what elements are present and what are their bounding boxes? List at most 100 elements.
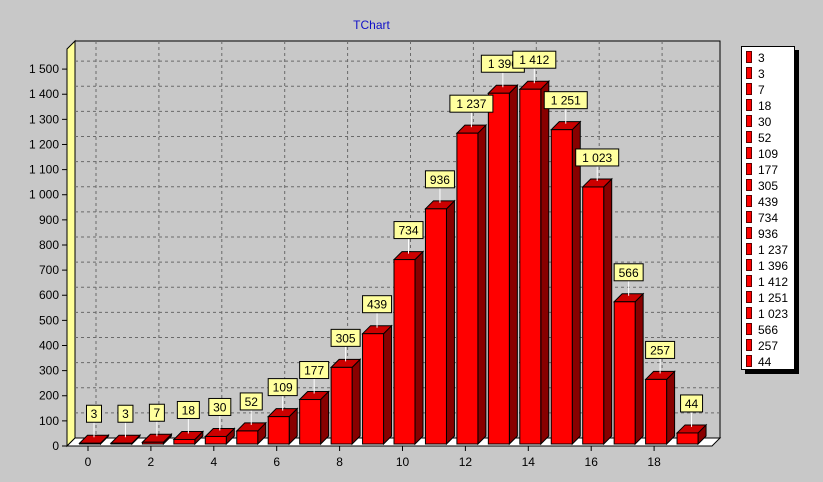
data-label-box <box>424 170 455 189</box>
y-tick-label: 900 <box>39 213 59 227</box>
bar <box>299 399 322 445</box>
y-tick-label: 300 <box>39 364 59 378</box>
legend-swatch <box>746 179 752 191</box>
legend-item: 1 251 <box>746 290 788 306</box>
legend-item: 1 237 <box>746 242 788 258</box>
y-tick-label: 800 <box>39 238 59 252</box>
data-label: 1 412 <box>519 53 549 67</box>
bar-side <box>666 370 676 446</box>
legend-item: 7 <box>746 82 765 98</box>
legend-label: 3 <box>758 67 765 81</box>
data-label-box <box>613 263 644 282</box>
legend-item: 30 <box>746 114 771 130</box>
bar <box>204 435 227 445</box>
bar <box>645 378 668 445</box>
data-label: 177 <box>304 364 324 378</box>
data-label: 1 023 <box>582 151 612 165</box>
data-label: 18 <box>182 403 196 417</box>
legend-item: 1 412 <box>746 274 788 290</box>
legend-swatch <box>746 307 752 319</box>
data-label-box <box>543 91 588 110</box>
legend-swatch <box>746 115 752 127</box>
legend-label: 18 <box>758 99 772 113</box>
bar-side <box>351 358 361 446</box>
bar <box>330 366 353 445</box>
bar-side <box>414 250 424 446</box>
legend-item: 566 <box>746 322 778 338</box>
legend-label: 7 <box>758 83 765 97</box>
data-label: 1 251 <box>551 94 581 108</box>
legend-item: 734 <box>746 210 778 226</box>
legend-item: 18 <box>746 98 771 114</box>
legend-item: 257 <box>746 338 778 354</box>
legend-label: 30 <box>758 115 772 129</box>
data-label: 305 <box>336 331 356 345</box>
x-tick-label: 0 <box>85 455 92 469</box>
legend-label: 1 023 <box>758 307 789 321</box>
bar <box>456 132 479 445</box>
legend-swatch <box>746 355 752 367</box>
legend-label: 3 <box>758 51 765 65</box>
x-tick-label: 2 <box>148 455 155 469</box>
x-tick-label: 4 <box>210 455 217 469</box>
legend-item: 1 023 <box>746 306 788 322</box>
legend-label: 1 396 <box>758 259 789 273</box>
bar <box>141 441 164 445</box>
chart-legend: 3 3 7 18 30 52 109 177 305 439 734 936 1 237 1 396 1 4… <box>741 46 795 370</box>
y-tick-label: 700 <box>39 263 59 277</box>
x-tick-label: 12 <box>459 455 473 469</box>
bar <box>487 92 510 445</box>
legend-label: 177 <box>758 163 779 177</box>
data-label: 109 <box>273 381 293 395</box>
legend-swatch <box>746 323 752 335</box>
data-label-box <box>299 361 330 380</box>
y-tick-label: 1 300 <box>29 112 59 126</box>
legend-label: 1 237 <box>758 243 789 257</box>
x-tick-label: 10 <box>396 455 410 469</box>
y-tick-label: 200 <box>39 389 59 403</box>
bar-side <box>445 199 455 446</box>
bar-side <box>383 324 393 446</box>
data-label: 30 <box>213 400 227 414</box>
legend-swatch <box>746 291 752 303</box>
legend-swatch <box>746 83 752 95</box>
y-tick-label: 0 <box>52 439 59 453</box>
data-label-box <box>330 328 361 347</box>
legend-label: 44 <box>758 355 772 369</box>
data-label-box <box>449 94 494 113</box>
data-label-box <box>267 378 298 397</box>
data-label-box <box>575 148 620 167</box>
y-tick-label: 400 <box>39 338 59 352</box>
data-label: 734 <box>398 224 418 238</box>
data-label-box <box>86 404 102 423</box>
legend-label: 1 251 <box>758 291 789 305</box>
data-label-box <box>117 404 134 423</box>
legend-swatch <box>746 163 752 175</box>
bar <box>267 416 290 445</box>
legend-swatch <box>746 51 752 63</box>
bar <box>613 301 636 445</box>
bar <box>362 333 385 445</box>
legend-item: 52 <box>746 130 771 146</box>
legend-label: 52 <box>758 131 772 145</box>
legend-swatch <box>746 67 752 79</box>
y-tick-label: 1 400 <box>29 87 59 101</box>
data-label: 566 <box>619 266 639 280</box>
data-label: 7 <box>154 406 161 420</box>
bar-side <box>603 177 613 446</box>
x-tick-label: 16 <box>585 455 599 469</box>
legend-item: 936 <box>746 226 778 242</box>
bar <box>110 442 133 445</box>
bar-side <box>571 120 581 446</box>
data-label: 936 <box>430 173 450 187</box>
legend-label: 305 <box>758 179 779 193</box>
bar <box>676 432 699 445</box>
legend-label: 566 <box>758 323 779 337</box>
legend-item: 1 396 <box>746 258 788 274</box>
y-tick-label: 1 100 <box>29 163 59 177</box>
legend-item: 439 <box>746 194 778 210</box>
bar-side <box>320 390 330 446</box>
chart-title: TChart <box>353 18 390 32</box>
x-tick-label: 6 <box>273 455 280 469</box>
